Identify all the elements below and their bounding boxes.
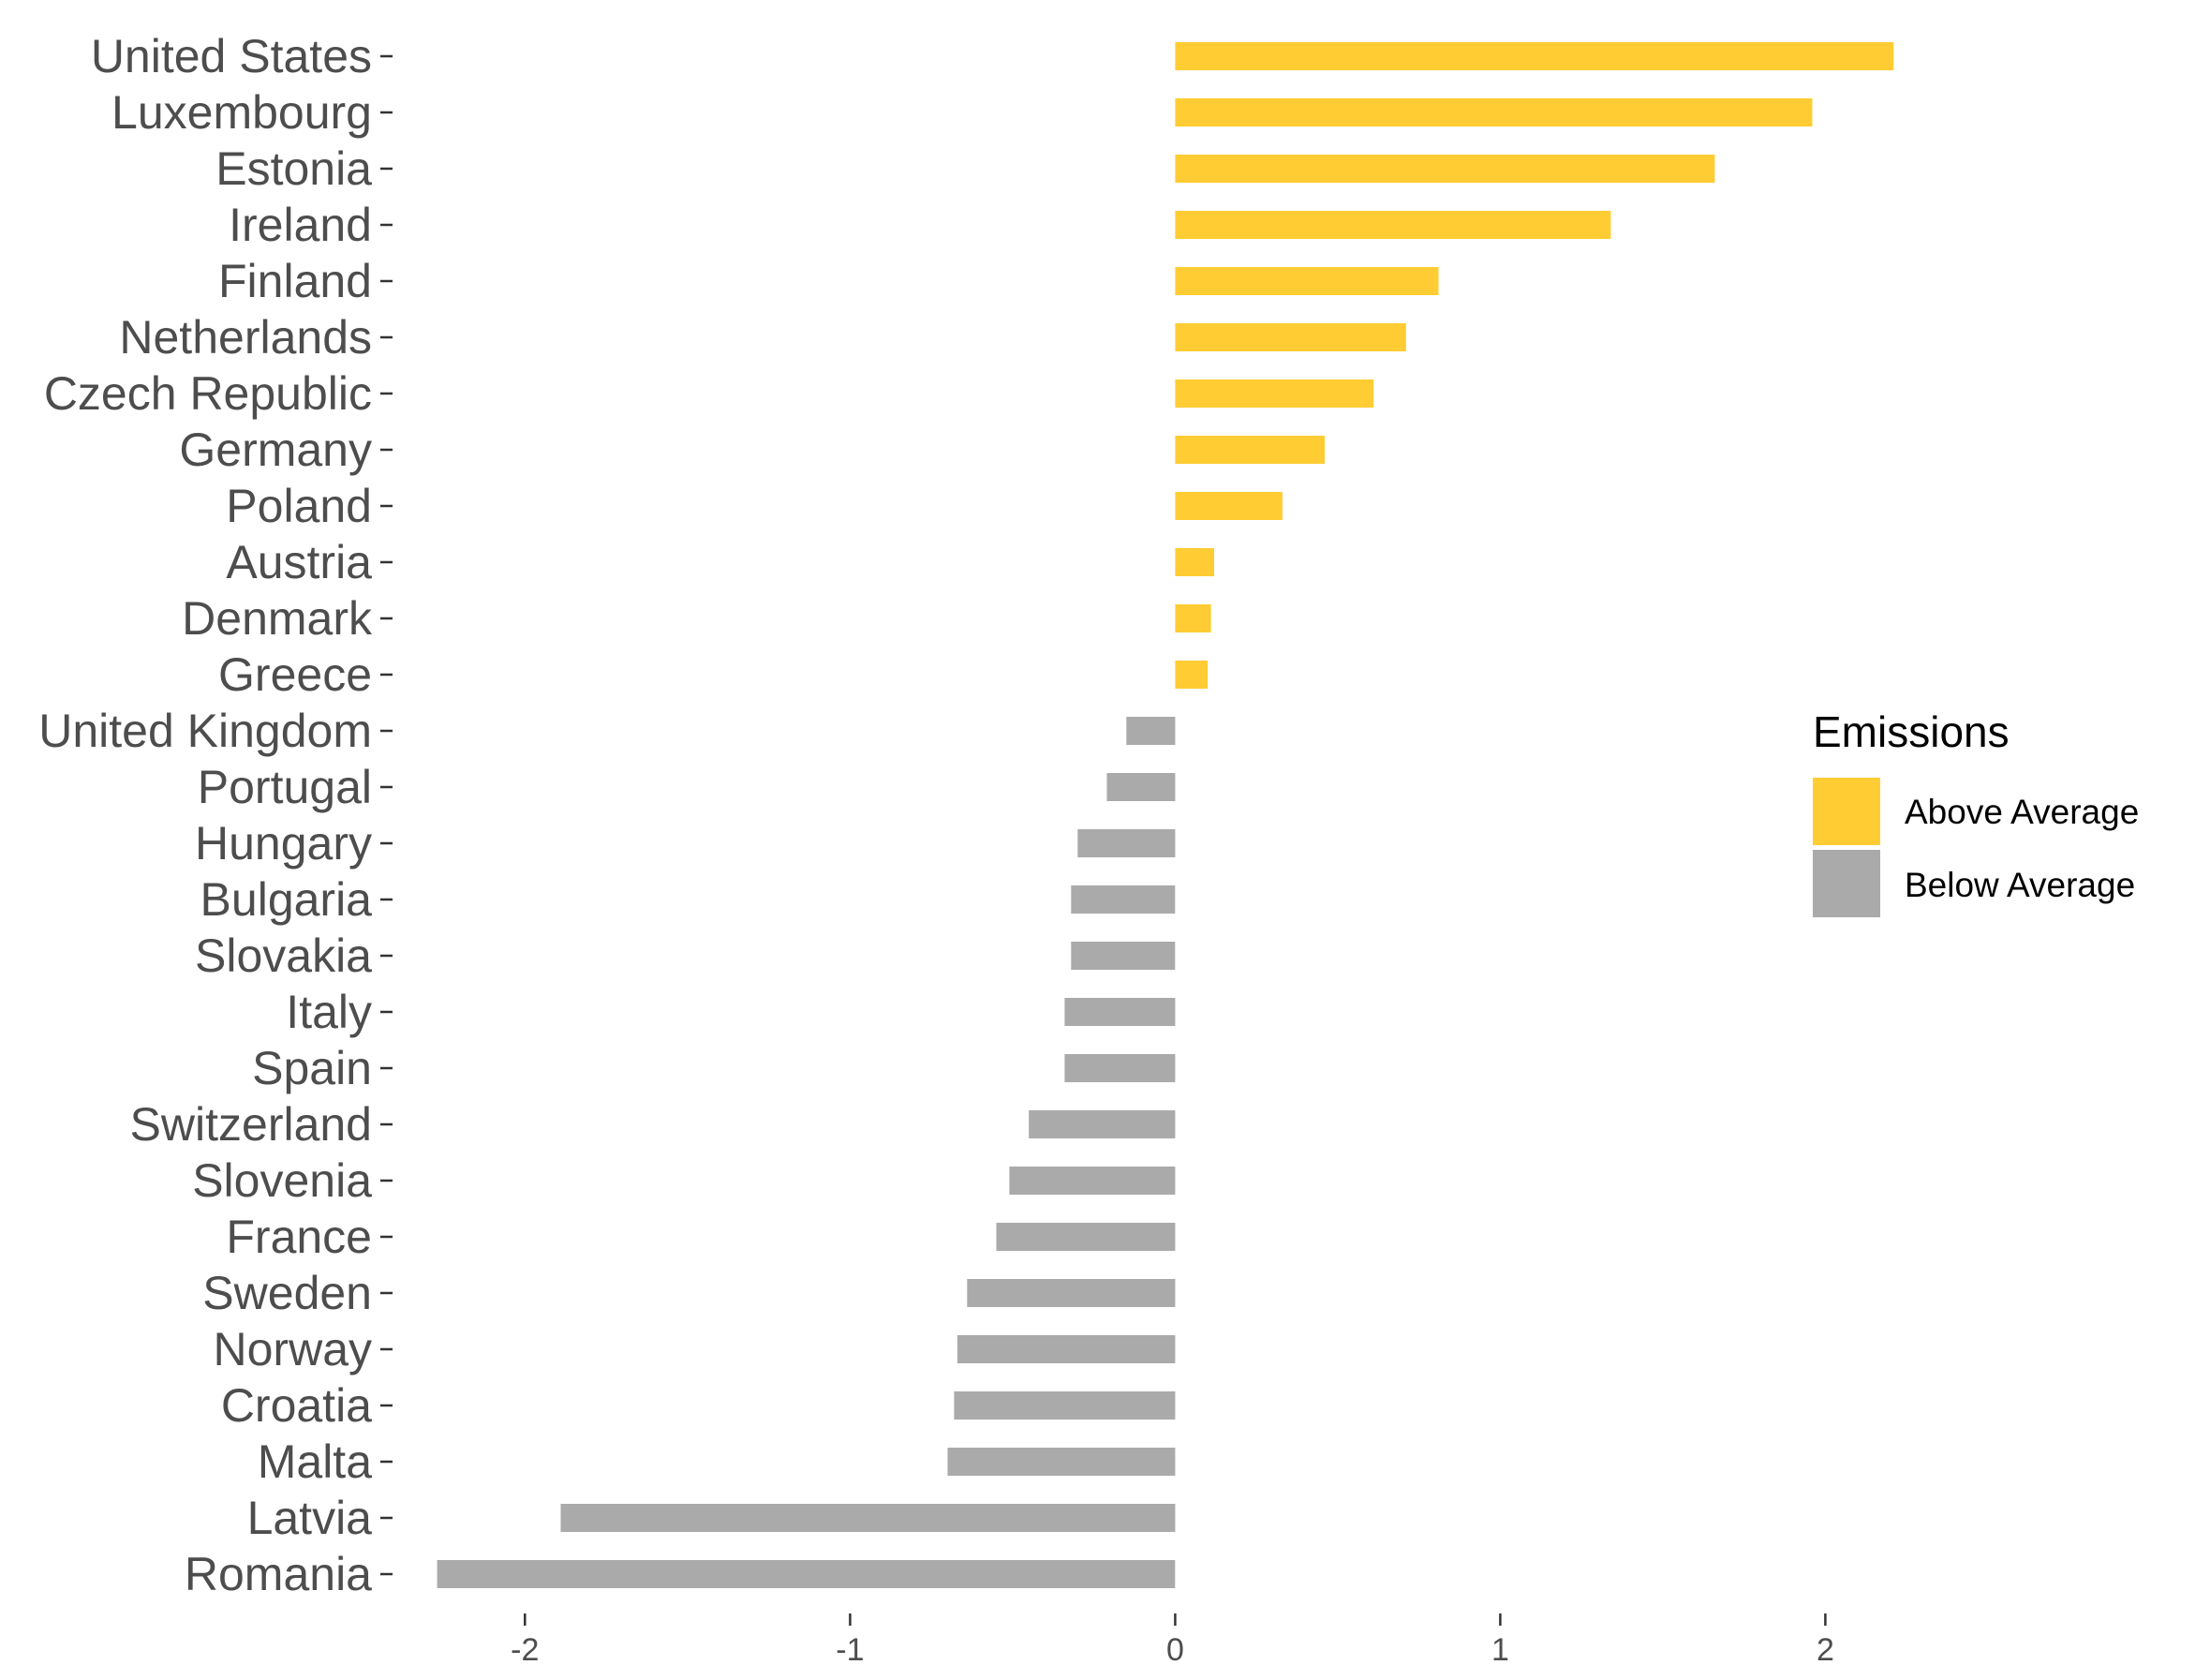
category-label-luxembourg: Luxembourg: [111, 86, 372, 139]
category-label-germany: Germany: [179, 424, 372, 476]
bar-finland: [1175, 267, 1439, 295]
legend-label-below-average: Below Average: [1905, 866, 2135, 904]
category-label-slovenia: Slovenia: [192, 1154, 372, 1207]
category-label-ireland: Ireland: [229, 199, 372, 251]
bar-greece: [1175, 661, 1209, 689]
category-label-italy: Italy: [286, 986, 372, 1038]
category-label-slovakia: Slovakia: [195, 929, 372, 982]
bar-portugal: [1106, 773, 1176, 801]
category-label-norway: Norway: [214, 1323, 372, 1375]
category-label-united-kingdom: United Kingdom: [38, 705, 372, 757]
category-label-estonia: Estonia: [215, 142, 372, 195]
legend-swatch-below-average: [1813, 850, 1880, 917]
bar-france: [996, 1223, 1176, 1251]
bar-austria: [1175, 548, 1214, 576]
bar-czech-republic: [1175, 379, 1374, 408]
category-label-switzerland: Switzerland: [130, 1098, 372, 1151]
category-label-united-states: United States: [91, 30, 372, 82]
x-tick-label: -1: [836, 1632, 864, 1668]
bar-croatia: [954, 1391, 1176, 1420]
bar-united-kingdom: [1126, 717, 1176, 745]
bar-sweden: [967, 1279, 1176, 1307]
bar-italy: [1064, 998, 1176, 1026]
legend-swatch-above-average: [1813, 778, 1880, 845]
category-label-croatia: Croatia: [221, 1379, 372, 1432]
bar-germany: [1175, 436, 1325, 464]
category-label-poland: Poland: [226, 480, 372, 532]
bar-spain: [1064, 1054, 1176, 1082]
category-label-czech-republic: Czech Republic: [44, 367, 372, 420]
category-label-malta: Malta: [258, 1435, 372, 1488]
bar-hungary: [1077, 829, 1176, 857]
bar-ireland: [1175, 211, 1611, 239]
bar-slovakia: [1071, 942, 1176, 970]
bar-latvia: [560, 1504, 1176, 1532]
bar-malta: [947, 1448, 1176, 1476]
category-label-denmark: Denmark: [182, 592, 373, 645]
bar-netherlands: [1175, 323, 1406, 351]
y-axis-ticks: [380, 54, 393, 1576]
bar-bulgaria: [1071, 885, 1176, 914]
bar-luxembourg: [1175, 98, 1813, 126]
bar-estonia: [1175, 155, 1715, 183]
bar-denmark: [1175, 604, 1211, 632]
bar-romania: [437, 1560, 1176, 1588]
category-label-finland: Finland: [218, 255, 372, 307]
y-axis-labels: United StatesLuxembourgEstoniaIrelandFin…: [38, 30, 373, 1600]
category-label-sweden: Sweden: [202, 1267, 372, 1319]
x-tick-label: 2: [1817, 1632, 1834, 1668]
category-label-greece: Greece: [218, 648, 372, 701]
category-label-netherlands: Netherlands: [119, 311, 372, 364]
category-label-romania: Romania: [185, 1548, 372, 1600]
x-tick-label: -2: [511, 1632, 539, 1668]
legend-title: Emissions: [1813, 707, 2010, 756]
x-tick-label: 1: [1491, 1632, 1509, 1668]
category-label-spain: Spain: [252, 1042, 372, 1094]
legend: Emissions Above Average Below Average: [1813, 707, 2139, 917]
category-label-hungary: Hungary: [195, 817, 372, 870]
category-label-bulgaria: Bulgaria: [200, 873, 373, 926]
bars-layer: [437, 42, 1894, 1588]
x-tick-label: 0: [1166, 1632, 1184, 1668]
bar-united-states: [1175, 42, 1894, 70]
bar-norway: [957, 1335, 1176, 1363]
category-label-portugal: Portugal: [198, 761, 372, 813]
x-axis: -2 -1 0 1 2: [511, 1613, 1834, 1668]
category-label-france: France: [226, 1211, 372, 1263]
bar-switzerland: [1029, 1110, 1176, 1138]
category-label-austria: Austria: [226, 536, 372, 588]
legend-label-above-average: Above Average: [1905, 793, 2139, 831]
bar-slovenia: [1009, 1167, 1176, 1195]
category-label-latvia: Latvia: [247, 1492, 373, 1544]
bar-poland: [1175, 492, 1283, 520]
